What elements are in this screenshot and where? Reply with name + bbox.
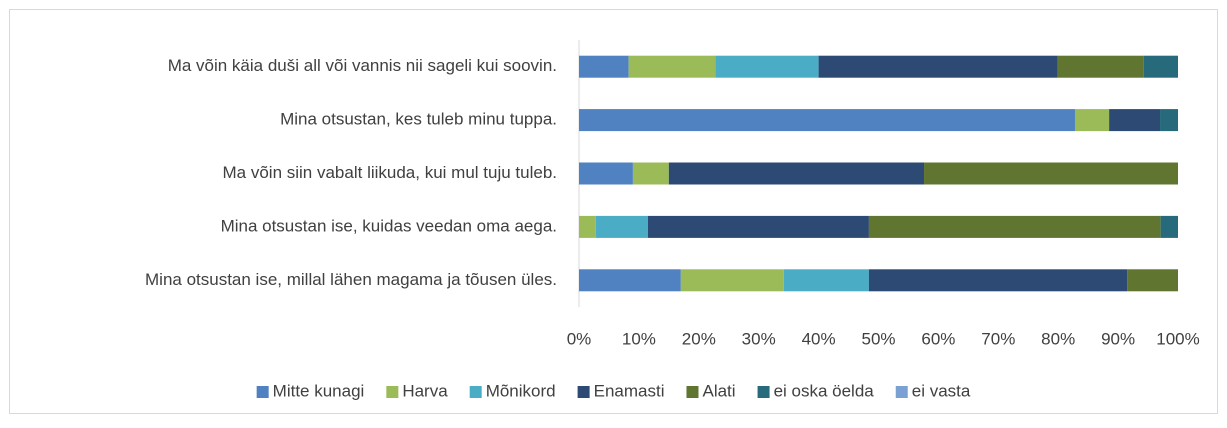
legend-swatch	[577, 386, 590, 398]
bar-segment	[924, 162, 1178, 185]
bar-segment	[1127, 269, 1178, 292]
x-tick-label: 80%	[1041, 329, 1075, 348]
bar-segment	[579, 162, 633, 185]
legend-swatch	[686, 386, 699, 398]
bar-segment	[1109, 109, 1161, 132]
x-tick-label: 100%	[1156, 329, 1199, 348]
y-tick-label: Mina otsustan, kes tuleb minu tuppa.	[280, 110, 557, 129]
y-tick-label: Ma võin käia duši all või vannis nii sag…	[168, 56, 557, 75]
bar-segment	[1074, 109, 1110, 132]
bar-segment	[647, 215, 869, 238]
legend-swatch	[757, 386, 770, 398]
bar-segment	[579, 215, 596, 238]
bar-segment	[579, 109, 1075, 132]
bar-segment	[680, 269, 784, 292]
legend-label: Mitte kunagi	[273, 381, 365, 400]
x-tick-label: 90%	[1101, 329, 1135, 348]
x-tick-label: 60%	[921, 329, 955, 348]
x-tick-label: 0%	[567, 329, 592, 348]
bar-segment	[579, 269, 681, 292]
bar-segment	[595, 215, 648, 238]
legend-swatch	[386, 386, 399, 398]
y-tick-label: Mina otsustan ise, kuidas veedan oma aeg…	[221, 216, 557, 235]
legend-label: ei vasta	[912, 381, 971, 400]
x-tick-label: 10%	[622, 329, 656, 348]
legend-label: Alati	[702, 381, 735, 400]
y-tick-label: Mina otsustan ise, millal lähen magama j…	[145, 270, 557, 289]
bar-segment	[1143, 55, 1178, 78]
bar-segment	[668, 162, 925, 185]
bar-segment	[1057, 55, 1144, 78]
legend-label: Enamasti	[594, 381, 665, 400]
bar-segment	[579, 55, 629, 78]
x-tick-label: 40%	[802, 329, 836, 348]
x-tick-label: 50%	[861, 329, 895, 348]
legend-label: ei oska öelda	[774, 381, 875, 400]
bar-segment	[1160, 109, 1178, 132]
bar-segment	[868, 215, 1161, 238]
x-tick-label: 70%	[981, 329, 1015, 348]
bar-segment	[818, 55, 1058, 78]
legend-label: Harva	[402, 381, 448, 400]
x-tick-label: 20%	[682, 329, 716, 348]
y-tick-label: Ma võin siin vabalt liikuda, kui mul tuj…	[223, 163, 558, 182]
legend-swatch	[895, 386, 908, 398]
bar-segment	[628, 55, 716, 78]
bar-segment	[715, 55, 819, 78]
bar-segment	[632, 162, 669, 185]
x-tick-label: 30%	[742, 329, 776, 348]
legend-swatch	[469, 386, 482, 398]
bar-segment	[1160, 215, 1178, 238]
bar-segment	[868, 269, 1128, 292]
bar-segment	[783, 269, 869, 292]
legend-swatch	[256, 386, 269, 398]
legend-label: Mõnikord	[486, 381, 556, 400]
